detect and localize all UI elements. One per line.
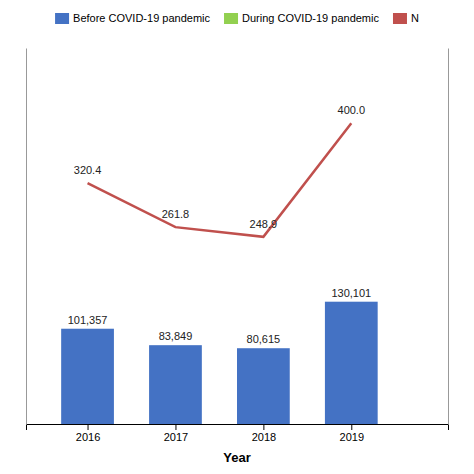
data-labels: 101,357 83,849 80,615 130,101 320.4 261.8 248.…	[68, 104, 372, 345]
x-tick-label: 2016	[76, 431, 100, 443]
legend: Before COVID-19 pandemic During COVID-19 …	[55, 12, 419, 24]
x-axis-line	[27, 425, 449, 431]
x-tick-mark	[263, 424, 264, 430]
x-tick: 2017	[164, 424, 188, 443]
x-tick: 2019	[340, 424, 364, 443]
y2-axis	[448, 49, 449, 425]
data-label: 320.4	[74, 164, 102, 176]
bar	[61, 329, 114, 424]
y2-axis-line	[448, 49, 449, 425]
legend-label: Before COVID-19 pandemic	[73, 12, 210, 24]
data-label: 248.9	[250, 218, 278, 230]
x-tick: 2016	[76, 424, 100, 443]
bar	[237, 348, 290, 424]
line	[88, 123, 352, 237]
y-axis-line	[26, 49, 27, 425]
legend-label: During COVID-19 pandemic	[242, 12, 379, 24]
data-label: 400.0	[338, 104, 366, 116]
data-label: 261.8	[162, 208, 190, 220]
bar	[325, 302, 378, 424]
data-label: 130,101	[331, 287, 371, 299]
x-axis: 2016 2017 2018 2019	[27, 424, 449, 443]
legend-swatch	[393, 13, 407, 24]
data-label: 80,615	[247, 333, 281, 345]
x-tick-mark	[175, 424, 176, 430]
x-tick-label: 2017	[164, 431, 188, 443]
x-tick-label: 2019	[340, 431, 364, 443]
x-tick-label: 2018	[252, 431, 276, 443]
x-tick-mark	[351, 424, 352, 430]
bar-series	[61, 302, 378, 424]
data-label: 83,849	[159, 330, 193, 342]
chart: 2016 2017 2018 2019 101,357 83,849 80,615 130,1…	[0, 0, 474, 474]
marks	[61, 123, 378, 424]
legend-item: During COVID-19 pandemic	[224, 12, 379, 24]
x-tick-mark	[88, 424, 89, 430]
y-axis	[26, 49, 27, 425]
legend-swatch	[55, 13, 69, 24]
legend-label: N	[411, 12, 419, 24]
data-label: 101,357	[68, 314, 108, 326]
x-axis-title: Year	[223, 450, 250, 465]
legend-item: Before COVID-19 pandemic	[55, 12, 210, 24]
legend-swatch	[224, 13, 238, 24]
legend-item: N	[393, 12, 419, 24]
x-tick: 2018	[252, 424, 276, 443]
bar	[149, 345, 202, 424]
